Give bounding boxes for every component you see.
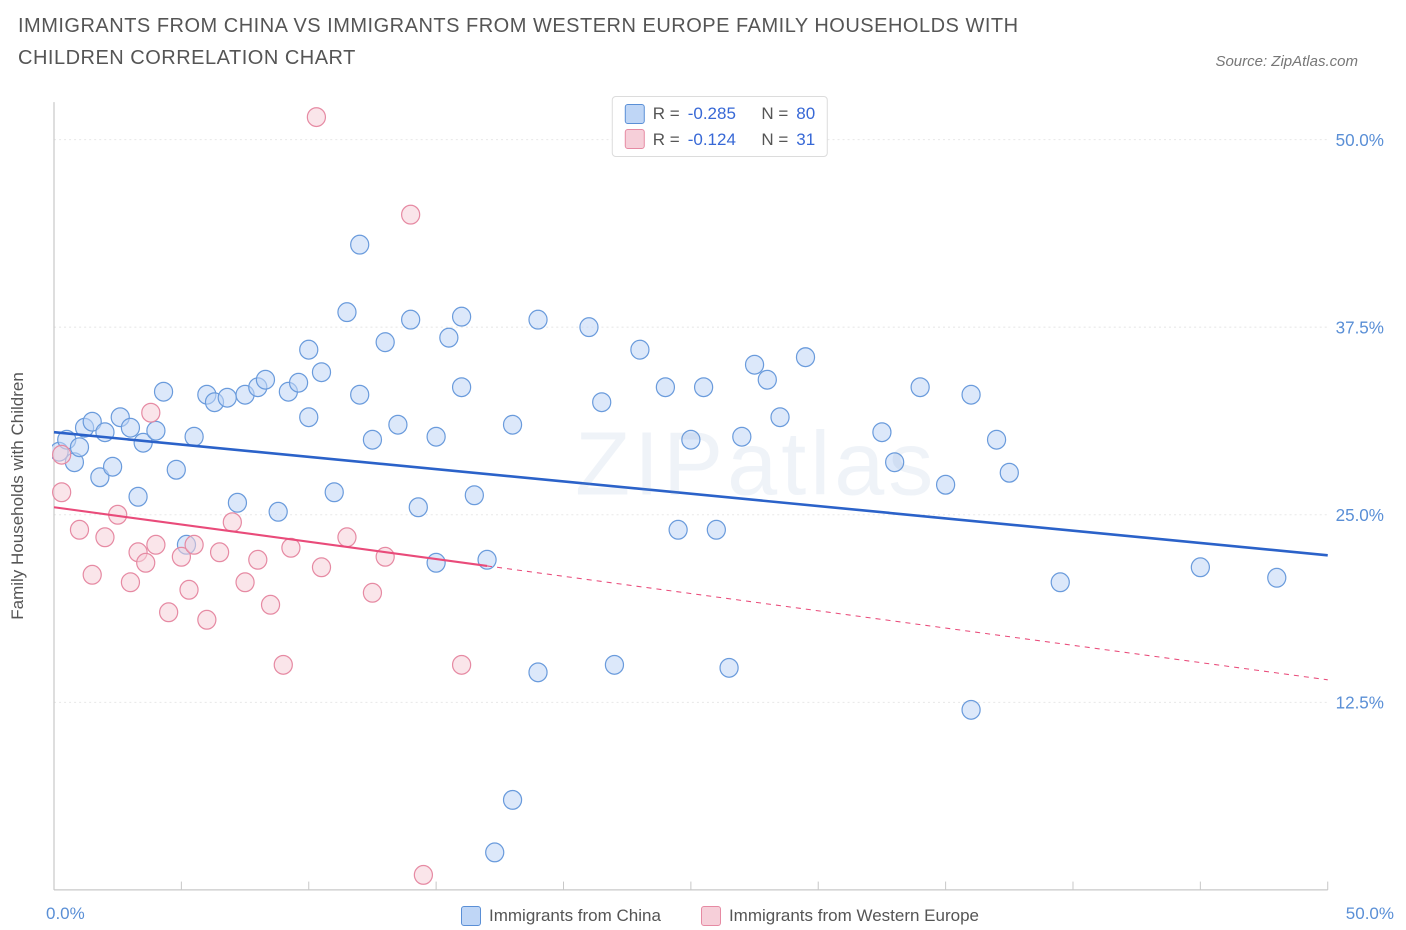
n-label: N = <box>761 127 788 153</box>
stats-row-china: R = -0.285 N = 80 <box>625 101 815 127</box>
stats-row-we: R = -0.124 N = 31 <box>625 127 815 153</box>
plot-area: ZIPatlas 12.5%25.0%37.5%50.0% R = -0.285… <box>52 100 1388 892</box>
n-value-china: 80 <box>796 101 815 127</box>
legend-label-china: Immigrants from China <box>489 906 661 926</box>
r-value-we: -0.124 <box>688 127 736 153</box>
legend-item-china: Immigrants from China <box>461 906 661 926</box>
swatch-blue-icon <box>461 906 481 926</box>
n-value-we: 31 <box>796 127 815 153</box>
n-label: N = <box>761 101 788 127</box>
svg-text:25.0%: 25.0% <box>1336 505 1384 525</box>
swatch-pink-icon <box>625 129 645 149</box>
chart-area: Family Households with Children ZIPatlas… <box>28 100 1388 892</box>
legend-item-we: Immigrants from Western Europe <box>701 906 979 926</box>
svg-text:37.5%: 37.5% <box>1336 317 1384 337</box>
stats-legend: R = -0.285 N = 80 R = -0.124 N = 31 <box>612 96 828 157</box>
legend-label-we: Immigrants from Western Europe <box>729 906 979 926</box>
series-legend: Immigrants from China Immigrants from We… <box>52 906 1388 926</box>
chart-title: IMMIGRANTS FROM CHINA VS IMMIGRANTS FROM… <box>18 10 1118 74</box>
swatch-pink-icon <box>701 906 721 926</box>
scatter-chart: 12.5% 25.0% 37.5% 50.0% <box>52 100 1388 892</box>
svg-text:50.0%: 50.0% <box>1336 130 1384 150</box>
r-value-china: -0.285 <box>688 101 736 127</box>
svg-text:12.5%: 12.5% <box>1336 692 1384 712</box>
source-label: Source: ZipAtlas.com <box>1215 53 1388 74</box>
y-axis-label: Family Households with Children <box>8 372 28 620</box>
swatch-blue-icon <box>625 104 645 124</box>
header-row: IMMIGRANTS FROM CHINA VS IMMIGRANTS FROM… <box>0 0 1406 74</box>
r-label: R = <box>653 127 680 153</box>
r-label: R = <box>653 101 680 127</box>
